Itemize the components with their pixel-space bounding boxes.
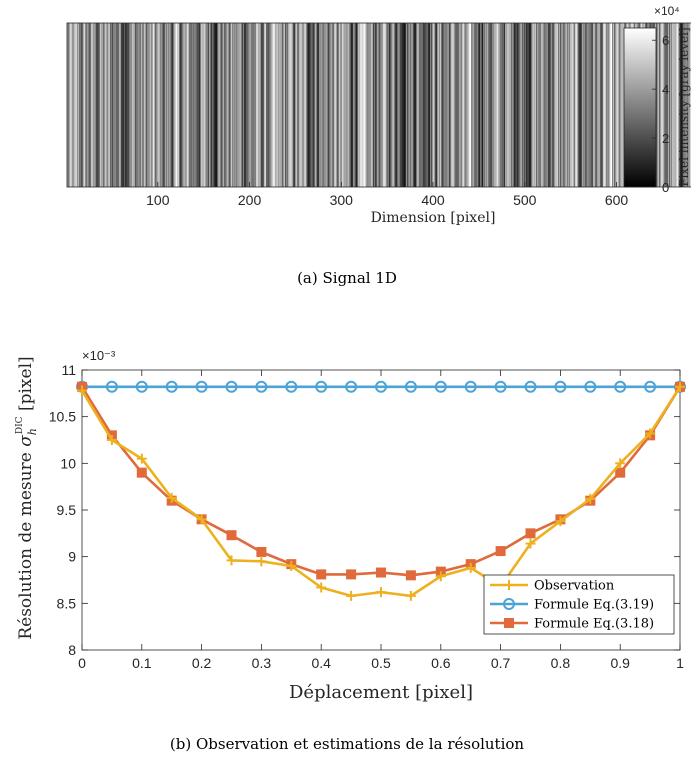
y-tick-label: 10.5 bbox=[49, 409, 76, 425]
colorbar-gradient bbox=[624, 28, 656, 187]
legend-marker bbox=[505, 619, 514, 628]
y-tick-label: 10 bbox=[60, 455, 76, 471]
x-tick-label: 0.9 bbox=[610, 655, 630, 671]
x-tick-label: 0 bbox=[78, 655, 86, 671]
signal-intensity-image bbox=[67, 23, 691, 187]
x-tick-label: 0.4 bbox=[311, 655, 331, 671]
data-point-formula-3-18 bbox=[496, 547, 505, 556]
x-tick-label: 0.1 bbox=[132, 655, 152, 671]
signal-x-tick-label: 600 bbox=[605, 192, 629, 208]
legend-label: Formule Eq.(3.19) bbox=[534, 598, 654, 613]
data-point-formula-3-18 bbox=[616, 468, 625, 477]
data-point-formula-3-18 bbox=[137, 468, 146, 477]
colorbar-exponent: ×10⁴ bbox=[654, 4, 680, 18]
signal-x-tick-label: 400 bbox=[421, 192, 445, 208]
x-tick-label: 1 bbox=[676, 655, 684, 671]
series-formula-3-19 bbox=[77, 382, 685, 392]
y-tick-label: 9.5 bbox=[57, 502, 77, 518]
y-tick-label: 9 bbox=[68, 549, 76, 565]
signal-x-axis-label: Dimension [pixel] bbox=[371, 210, 496, 226]
legend: Observation Formule Eq.(3.19) Formule Eq.(… bbox=[484, 575, 674, 634]
caption-b: (b) Observation et estimations de la rés… bbox=[170, 735, 524, 753]
data-point-formula-3-18 bbox=[227, 531, 236, 540]
y-tick-label: 8.5 bbox=[57, 595, 77, 611]
colorbar-tick-label: 0 bbox=[662, 180, 669, 195]
y-axis-label: Résolution de mesure σhDIC [pixel] bbox=[15, 356, 39, 639]
series-formula-3-18 bbox=[78, 382, 685, 580]
colorbar-tick-label: 4 bbox=[662, 82, 669, 97]
x-tick-label: 0.3 bbox=[252, 655, 272, 671]
colorbar-tick-label: 6 bbox=[662, 33, 669, 48]
x-tick-label: 0.5 bbox=[371, 655, 391, 671]
y-tick-label: 11 bbox=[61, 362, 76, 378]
data-point-observation bbox=[376, 587, 386, 597]
series-line-observation bbox=[82, 387, 680, 596]
data-point-observation bbox=[346, 591, 356, 601]
caption-a: (a) Signal 1D bbox=[297, 269, 397, 287]
data-point-observation bbox=[256, 556, 266, 566]
data-point-formula-3-18 bbox=[317, 570, 326, 579]
x-axis-label: Déplacement [pixel] bbox=[289, 682, 473, 703]
resolution-chart-panel: 0 0.1 0.2 0.3 0.4 0.5 0.6 0.7 0.8 0.9 1 8 8.5 9 9.5 10 1… bbox=[15, 348, 685, 753]
signal-x-tick-label: 100 bbox=[146, 192, 170, 208]
colorbar-label: Pixel intensity [gray level] bbox=[677, 27, 691, 186]
series-line-formula-3-18 bbox=[82, 387, 680, 576]
signal-1d-panel: 100200300400500600700800 Dimension [pixe… bbox=[67, 4, 691, 287]
signal-x-tick-label: 200 bbox=[238, 192, 262, 208]
chart-series bbox=[77, 382, 685, 601]
data-point-formula-3-18 bbox=[406, 571, 415, 580]
y-axis-exponent: ×10⁻³ bbox=[82, 348, 116, 363]
data-point-formula-3-18 bbox=[347, 570, 356, 579]
x-tick-label: 0.8 bbox=[551, 655, 571, 671]
signal-x-tick-label: 500 bbox=[513, 192, 537, 208]
x-tick-label: 0.6 bbox=[431, 655, 451, 671]
x-tick-label: 0.7 bbox=[491, 655, 511, 671]
data-point-formula-3-18 bbox=[377, 568, 386, 577]
legend-label: Observation bbox=[534, 579, 615, 594]
data-point-formula-3-18 bbox=[526, 529, 535, 538]
data-point-formula-3-18 bbox=[257, 548, 266, 557]
y-tick-label: 8 bbox=[68, 642, 76, 658]
signal-x-tick-label: 300 bbox=[330, 192, 354, 208]
legend-label: Formule Eq.(3.18) bbox=[534, 617, 654, 632]
x-tick-label: 0.2 bbox=[192, 655, 212, 671]
colorbar-tick-label: 2 bbox=[662, 131, 669, 146]
